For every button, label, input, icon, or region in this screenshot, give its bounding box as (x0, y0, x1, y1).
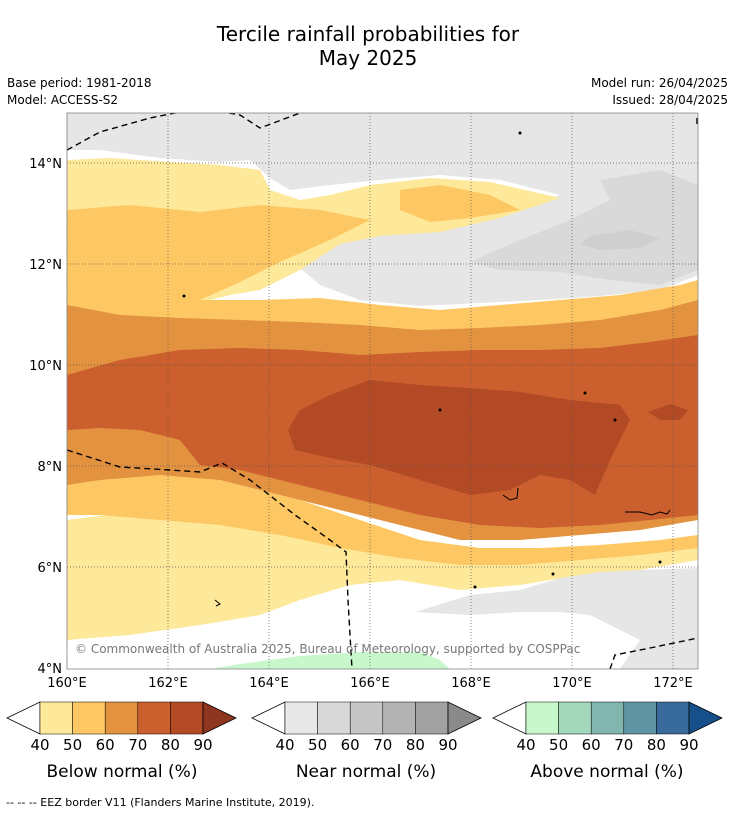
lat-label: 14°N (29, 157, 62, 172)
model-name: Model: ACCESS-S2 (7, 93, 119, 107)
colorbar-below-tick: 40 (30, 736, 49, 754)
colorbar-below-tick: 80 (161, 736, 180, 754)
colorbar-below-min-arrow (6, 701, 41, 735)
issued-date: Issued: 28/04/2025 (612, 93, 728, 107)
colorbar-near-tick: 60 (341, 736, 360, 754)
lat-label: 8°N (38, 460, 63, 475)
lat-label: 10°N (29, 359, 62, 374)
lon-label: 160°E (47, 676, 87, 691)
lon-label: 172°E (653, 676, 693, 691)
base-period: Base period: 1981-2018 (7, 76, 152, 90)
colorbar-below-tick: 70 (128, 736, 147, 754)
below-normal-80-90-east-blob (648, 404, 688, 420)
colorbar-below-segment (137, 701, 171, 735)
colorbar-near-max-arrow (447, 701, 482, 735)
above-normal-40-50-south (210, 652, 450, 669)
colorbar-near-tick: 70 (373, 736, 392, 754)
colorbar-near-tick: 90 (438, 736, 457, 754)
colorbars: 40 50 60 70 80 90 40 50 60 70 80 90 40 50 60 70 80 90 (6, 701, 723, 754)
near-normal-region-north-core (580, 230, 660, 250)
colorbar-near-segment (284, 701, 318, 735)
colorbar-above-tick: 90 (679, 736, 698, 754)
colorbar-near-tick: 40 (275, 736, 294, 754)
colorbar-below-tick: 90 (193, 736, 212, 754)
colorbar-above-segment (623, 701, 657, 735)
longitude-labels: 160°E 162°E 164°E 166°E 168°E 170°E 172°… (47, 676, 693, 691)
colorbar-above-tick: 80 (647, 736, 666, 754)
colorbar-above-segment (525, 701, 559, 735)
map-fill-layer (67, 113, 698, 669)
colorbar-below-max-arrow (202, 701, 237, 735)
colorbar-below-segment (170, 701, 204, 735)
map-title-line1: Tercile rainfall probabilities for (216, 22, 520, 46)
colorbar-above-max-arrow (688, 701, 723, 735)
colorbar-above-tick: 40 (516, 736, 535, 754)
latitude-labels: 14°N 12°N 10°N 8°N 6°N 4°N (29, 157, 62, 677)
near-normal-region-north-darker (470, 170, 698, 285)
map-frame (66, 112, 699, 670)
colorbar-label-above: Above normal (%) (530, 762, 684, 782)
colorbar-near-segment (415, 701, 449, 735)
eez-borders (67, 113, 698, 669)
lat-label: 4°N (38, 662, 63, 677)
lat-label: 6°N (38, 561, 63, 576)
colorbar-near-tick: 80 (406, 736, 425, 754)
below-normal-50-60-north-blob (400, 185, 520, 222)
lon-label: 170°E (552, 676, 592, 691)
lon-label: 164°E (249, 676, 289, 691)
colorbar-label-below: Below normal (%) (46, 762, 198, 782)
colorbar-above-segment (590, 701, 625, 735)
colorbar-above-segment (656, 701, 690, 735)
model-run: Model run: 26/04/2025 (590, 76, 728, 90)
colorbar-below-tick: 60 (96, 736, 115, 754)
lon-label: 168°E (451, 676, 491, 691)
map-title-line2: May 2025 (318, 46, 418, 70)
colorbar-above-min-arrow (492, 701, 527, 735)
lon-label: 162°E (148, 676, 188, 691)
colorbar-near-segment (382, 701, 416, 735)
graticule (66, 113, 698, 669)
near-normal-region-south (415, 568, 698, 669)
islands (182, 131, 671, 607)
colorbar-near-tick: 50 (308, 736, 327, 754)
colorbar-above-segment (558, 701, 592, 735)
colorbar-above-tick: 70 (614, 736, 633, 754)
colorbar-near-min-arrow (251, 701, 286, 735)
copyright-notice: © Commonwealth of Australia 2025, Bureau… (75, 642, 580, 656)
colorbar-below-segment (39, 701, 73, 735)
colorbar-near-segment (317, 701, 351, 735)
below-normal-40-50-south (67, 512, 698, 640)
eez-footnote: -- -- -- EEZ border V11 (Flanders Marine… (6, 796, 315, 809)
colorbar-label-near: Near normal (%) (295, 762, 437, 782)
colorbar-above-tick: 50 (549, 736, 568, 754)
colorbar-near-segment (349, 701, 384, 735)
lon-label: 166°E (350, 676, 390, 691)
colorbar-below-tick: 50 (63, 736, 82, 754)
probability-map: 14°N 12°N 10°N 8°N 6°N 4°N 160°E 162°E 1… (6, 112, 723, 754)
lat-label: 12°N (29, 258, 62, 273)
colorbar-above-tick: 60 (582, 736, 601, 754)
colorbar-below-segment (104, 701, 139, 735)
colorbar-below-segment (72, 701, 106, 735)
below-normal-50-60-south (67, 465, 698, 565)
